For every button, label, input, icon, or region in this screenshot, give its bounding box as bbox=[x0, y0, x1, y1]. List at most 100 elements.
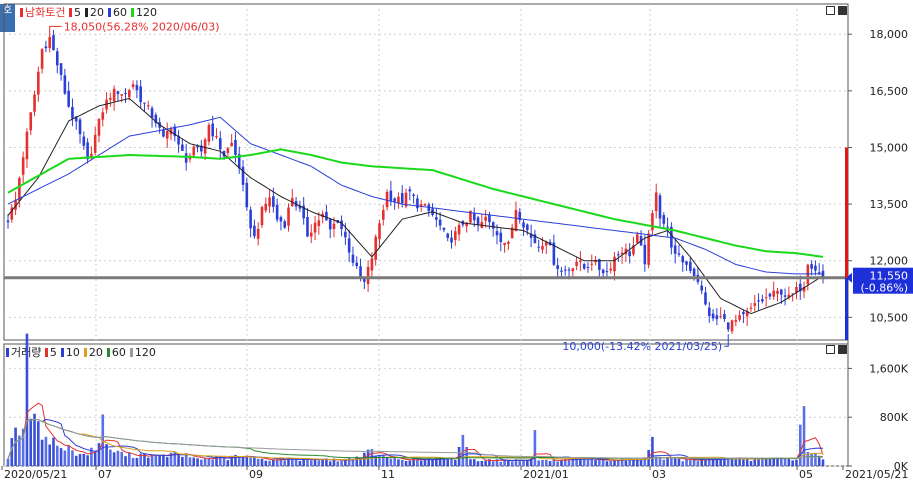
candle-body bbox=[507, 241, 510, 244]
current-price-label: 11,550 bbox=[870, 270, 909, 283]
volume-legend-item-20: 20 bbox=[83, 346, 103, 359]
candle-body bbox=[499, 232, 503, 242]
volume-bar bbox=[654, 456, 658, 466]
time-label: 03 bbox=[652, 468, 666, 481]
candle-body bbox=[306, 216, 309, 237]
candle-body bbox=[704, 292, 707, 305]
candle-body bbox=[719, 316, 722, 318]
volume-bar bbox=[158, 455, 161, 466]
price-panel-close-button[interactable] bbox=[838, 6, 847, 15]
volume-panel-maximize-button[interactable] bbox=[826, 345, 835, 354]
volume-bar bbox=[120, 451, 124, 466]
volume-bar bbox=[116, 450, 120, 466]
volume-bar bbox=[112, 452, 116, 466]
candle-body bbox=[317, 220, 321, 227]
candle-body bbox=[234, 139, 237, 155]
volume-bar bbox=[431, 459, 434, 466]
candle-body bbox=[742, 311, 745, 315]
volume-bar bbox=[385, 456, 389, 466]
candle-body bbox=[798, 283, 802, 292]
volume-bar bbox=[613, 460, 616, 466]
volume-bar bbox=[723, 458, 726, 466]
volume-bar bbox=[283, 460, 287, 466]
candle-body bbox=[340, 220, 343, 230]
volume-legend-item-10: 10 bbox=[60, 346, 80, 359]
volume-bar bbox=[814, 452, 817, 466]
volume-bar bbox=[522, 460, 525, 466]
candle-body bbox=[359, 266, 362, 279]
volume-bar bbox=[291, 458, 294, 466]
candle-body bbox=[435, 217, 438, 220]
candle-body bbox=[677, 253, 681, 255]
price-legend-item-5: 5 bbox=[68, 6, 81, 19]
volume-bar bbox=[749, 460, 753, 466]
volume-bar bbox=[93, 451, 97, 466]
candle-body bbox=[135, 84, 139, 91]
volume-bar bbox=[677, 458, 681, 466]
volume-bar bbox=[14, 427, 17, 466]
volume-bar bbox=[598, 459, 601, 466]
volume-bar bbox=[135, 457, 139, 466]
volume-bar bbox=[378, 455, 381, 466]
candle-body bbox=[162, 129, 165, 137]
volume-bar bbox=[571, 458, 575, 466]
volume-bar bbox=[203, 457, 207, 466]
volume-bar bbox=[48, 444, 51, 466]
price-panel-frame bbox=[3, 3, 849, 341]
volume-bar bbox=[109, 449, 112, 466]
volume-bar bbox=[692, 459, 696, 466]
range-bar-up bbox=[845, 147, 848, 278]
volume-bar bbox=[237, 456, 241, 466]
volume-bar bbox=[537, 460, 540, 466]
volume-bar bbox=[472, 459, 476, 466]
candle-body bbox=[48, 37, 51, 48]
volume-bar bbox=[97, 443, 101, 466]
candle-body bbox=[112, 88, 116, 102]
candle-body bbox=[582, 264, 586, 269]
candle-body bbox=[768, 293, 772, 297]
volume-bar bbox=[711, 457, 715, 466]
volume-bar bbox=[359, 458, 362, 466]
volume-bar bbox=[469, 459, 472, 466]
candle-body bbox=[419, 204, 423, 207]
volume-bar bbox=[488, 459, 491, 466]
time-label: 05 bbox=[799, 468, 813, 481]
candle-body bbox=[40, 49, 44, 69]
price-tick-label: 13,500 bbox=[870, 198, 909, 211]
volume-bar bbox=[344, 458, 347, 466]
volume-panel-close-button[interactable] bbox=[838, 345, 847, 354]
volume-tick-label: 0K bbox=[894, 460, 909, 473]
volume-bar bbox=[154, 454, 158, 466]
low-annotation: 10,000(-13.42% 2021/03/25) bbox=[562, 340, 722, 353]
volume-bar bbox=[628, 459, 631, 466]
candle-body bbox=[423, 203, 427, 206]
volume-marker-icon bbox=[6, 348, 9, 357]
candle-body bbox=[692, 268, 696, 276]
candle-body bbox=[154, 114, 158, 124]
candle-body bbox=[181, 144, 184, 151]
volume-bar bbox=[33, 413, 36, 466]
price-tick-label: 10,500 bbox=[870, 311, 909, 324]
candle-body bbox=[150, 108, 154, 118]
ma-line-60 bbox=[7, 116, 823, 275]
candle-body bbox=[620, 252, 624, 255]
current-price-marker-icon bbox=[846, 272, 852, 283]
volume-bar bbox=[298, 460, 302, 466]
volume-bar bbox=[438, 457, 442, 466]
price-legend-item-120: 120 bbox=[130, 6, 157, 19]
volume-bar bbox=[427, 458, 431, 466]
price-legend-label: 60 bbox=[112, 6, 127, 19]
candle-body bbox=[313, 222, 317, 233]
volume-bar bbox=[74, 455, 78, 466]
volume-bar bbox=[742, 459, 745, 466]
volume-ma-line-120 bbox=[7, 418, 824, 460]
volume-bar bbox=[82, 453, 86, 466]
price-panel-maximize-button[interactable] bbox=[826, 6, 835, 15]
volume-bar bbox=[450, 458, 453, 466]
volume-legend-item-120: 120 bbox=[129, 346, 156, 359]
volume-bar bbox=[609, 460, 613, 466]
volume-bar bbox=[764, 458, 768, 466]
candle-body bbox=[814, 265, 817, 271]
candle-body bbox=[795, 286, 798, 293]
